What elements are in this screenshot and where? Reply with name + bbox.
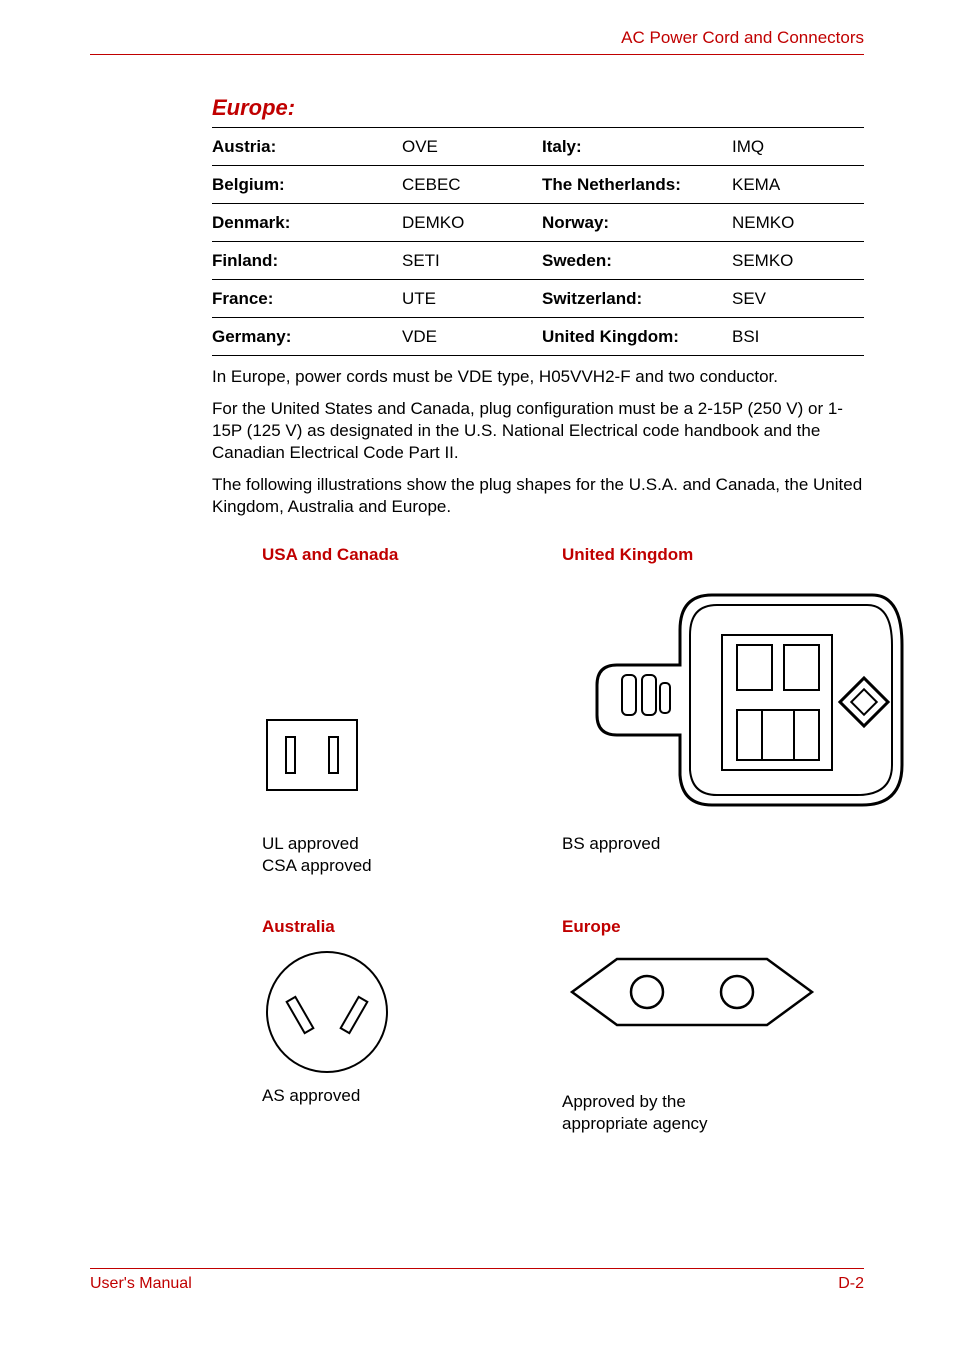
- plug-usa-icon: [262, 575, 372, 825]
- plug-caption: BS approved: [562, 833, 882, 855]
- plug-eu-icon: [562, 947, 822, 1037]
- country-label: Germany:: [212, 327, 402, 347]
- country-label: Italy:: [542, 137, 732, 157]
- footer-row: User's Manual D-2: [90, 1275, 864, 1293]
- country-label: Switzerland:: [542, 289, 732, 309]
- plug-au-icon: [262, 947, 392, 1077]
- country-label: United Kingdom:: [542, 327, 732, 347]
- cert-code: IMQ: [732, 137, 864, 157]
- footer-left: User's Manual: [90, 1275, 192, 1293]
- plug-title: Australia: [262, 917, 562, 937]
- plug-caption: AS approved: [262, 1085, 562, 1107]
- cert-code: DEMKO: [402, 213, 542, 233]
- plug-cell-usa: USA and Canada UL approved CSA approved: [262, 545, 562, 877]
- plug-caption: UL approved: [262, 833, 562, 855]
- plug-title: Europe: [562, 917, 882, 937]
- plug-caption: Approved by the: [562, 1091, 882, 1113]
- country-label: The Netherlands:: [542, 175, 732, 195]
- table-row: Finland: SETI Sweden: SEMKO: [212, 242, 864, 280]
- paragraph: For the United States and Canada, plug c…: [212, 398, 864, 464]
- table-row: Belgium: CEBEC The Netherlands: KEMA: [212, 166, 864, 204]
- plug-uk-icon: [562, 575, 912, 825]
- header-rule: [90, 54, 864, 55]
- table-row: Austria: OVE Italy: IMQ: [212, 128, 864, 166]
- cert-code: SEV: [732, 289, 864, 309]
- country-label: Austria:: [212, 137, 402, 157]
- footer: User's Manual D-2: [90, 1268, 864, 1293]
- cert-code: BSI: [732, 327, 864, 347]
- country-label: Finland:: [212, 251, 402, 271]
- content-area: Europe: Austria: OVE Italy: IMQ Belgium:…: [212, 95, 864, 1135]
- cert-code: SETI: [402, 251, 542, 271]
- table-row: France: UTE Switzerland: SEV: [212, 280, 864, 318]
- country-label: Sweden:: [542, 251, 732, 271]
- plug-caption: appropriate agency: [562, 1113, 882, 1135]
- cert-code: OVE: [402, 137, 542, 157]
- cert-code: KEMA: [732, 175, 864, 195]
- plug-cell-uk: United Kingdom: [562, 545, 882, 877]
- plug-caption: CSA approved: [262, 855, 562, 877]
- table-row: Denmark: DEMKO Norway: NEMKO: [212, 204, 864, 242]
- plug-grid: USA and Canada UL approved CSA approved …: [262, 545, 864, 1135]
- cert-code: SEMKO: [732, 251, 864, 271]
- cert-code: VDE: [402, 327, 542, 347]
- paragraph: In Europe, power cords must be VDE type,…: [212, 366, 864, 388]
- footer-right: D-2: [838, 1275, 864, 1293]
- certification-table: Austria: OVE Italy: IMQ Belgium: CEBEC T…: [212, 128, 864, 356]
- header-title: AC Power Cord and Connectors: [90, 28, 864, 54]
- cert-code: UTE: [402, 289, 542, 309]
- plug-title: USA and Canada: [262, 545, 562, 565]
- table-row: Germany: VDE United Kingdom: BSI: [212, 318, 864, 356]
- plug-cell-eu: Europe Approved by the appropriate agenc…: [562, 917, 882, 1135]
- country-label: Belgium:: [212, 175, 402, 195]
- country-label: Norway:: [542, 213, 732, 233]
- plug-title: United Kingdom: [562, 545, 882, 565]
- country-label: France:: [212, 289, 402, 309]
- page: AC Power Cord and Connectors Europe: Aus…: [0, 0, 954, 1135]
- footer-rule: [90, 1268, 864, 1269]
- cert-code: NEMKO: [732, 213, 864, 233]
- country-label: Denmark:: [212, 213, 402, 233]
- cert-code: CEBEC: [402, 175, 542, 195]
- section-title: Europe:: [212, 95, 864, 127]
- plug-cell-au: Australia AS approved: [262, 917, 562, 1135]
- paragraph: The following illustrations show the plu…: [212, 474, 864, 518]
